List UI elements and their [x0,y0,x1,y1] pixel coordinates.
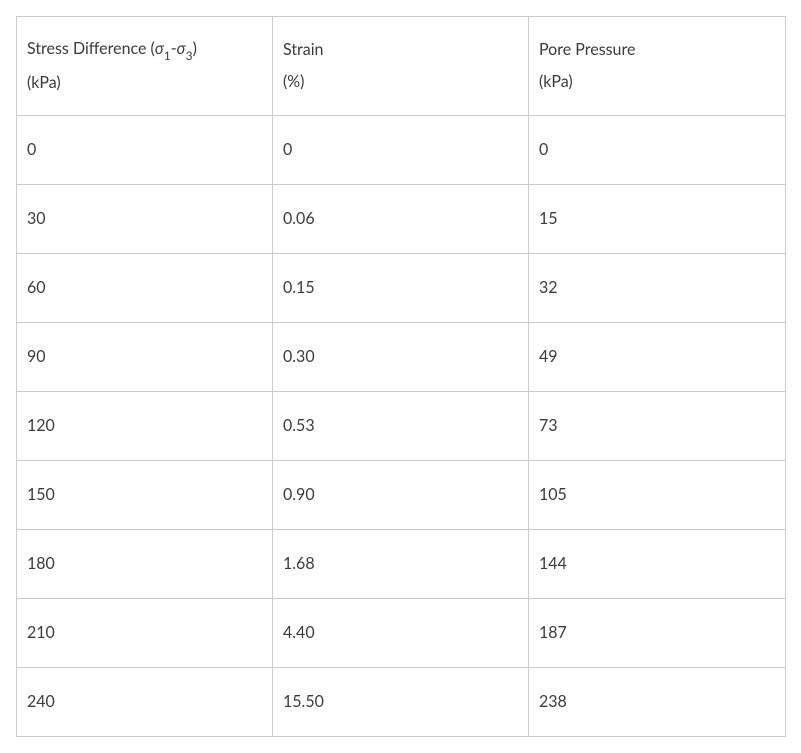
table-row: 1200.5373 [17,392,786,461]
header-text-stress-prefix: Stress Difference ( [27,39,155,58]
table-cell: 1.68 [273,530,529,599]
table-cell: 210 [17,599,273,668]
table-row: 300.0615 [17,185,786,254]
table-row: 1801.68144 [17,530,786,599]
table-cell: 187 [529,599,786,668]
cell-value: 1.68 [273,544,528,584]
table-cell: 73 [529,392,786,461]
table-cell: 32 [529,254,786,323]
table-cell: 120 [17,392,273,461]
cell-value: 15 [529,199,785,239]
cell-value: 0.90 [273,475,528,515]
header-unit-pore: (kPa) [539,70,775,94]
cell-value: 144 [529,544,785,584]
table-row: 1500.90105 [17,461,786,530]
cell-value: 0 [273,130,528,170]
stress-strain-table: Stress Difference (σ1-σ3) (kPa) Strain (… [16,16,786,737]
cell-value: 150 [17,475,272,515]
table-cell: 0 [17,116,273,185]
table-cell: 144 [529,530,786,599]
table-cell: 49 [529,323,786,392]
table-row: 2104.40187 [17,599,786,668]
header-label-stress: Stress Difference (σ1-σ3) [27,37,262,63]
cell-value: 73 [529,406,785,446]
header-cell-stress-difference: Stress Difference (σ1-σ3) (kPa) [17,17,273,116]
subscript-1: 1 [164,48,171,63]
cell-value: 105 [529,475,785,515]
table-cell: 0 [529,116,786,185]
cell-value: 0.30 [273,337,528,377]
table-row: 24015.50238 [17,668,786,737]
table-cell: 90 [17,323,273,392]
cell-value: 90 [17,337,272,377]
header-cell-pore-pressure: Pore Pressure (kPa) [529,17,786,116]
table-cell: 30 [17,185,273,254]
header-label-strain: Strain [283,38,518,62]
cell-value: 0 [17,130,272,170]
cell-value: 0 [529,130,785,170]
sigma-1-symbol: σ [155,39,164,58]
header-label-pore: Pore Pressure [539,38,775,62]
table-cell: 15 [529,185,786,254]
header-text-stress-close: ) [193,39,197,58]
cell-value: 120 [17,406,272,446]
table-cell: 4.40 [273,599,529,668]
subscript-3: 3 [186,48,193,63]
cell-value: 60 [17,268,272,308]
table-cell: 15.50 [273,668,529,737]
cell-value: 32 [529,268,785,308]
cell-value: 240 [17,682,272,722]
table-row: 000 [17,116,786,185]
sigma-2-symbol: σ [177,39,186,58]
header-cell-strain: Strain (%) [273,17,529,116]
cell-value: 15.50 [273,682,528,722]
cell-value: 187 [529,613,785,653]
cell-value: 180 [17,544,272,584]
cell-value: 0.15 [273,268,528,308]
cell-value: 49 [529,337,785,377]
table-cell: 150 [17,461,273,530]
header-unit-stress: (kPa) [27,71,262,95]
table-body: Stress Difference (σ1-σ3) (kPa) Strain (… [17,17,786,737]
table-cell: 105 [529,461,786,530]
table-row: 600.1532 [17,254,786,323]
cell-value: 0.06 [273,199,528,239]
table-cell: 0.06 [273,185,529,254]
table-row: 900.3049 [17,323,786,392]
cell-value: 30 [17,199,272,239]
header-unit-strain: (%) [283,70,518,94]
table-cell: 0.30 [273,323,529,392]
cell-value: 4.40 [273,613,528,653]
table-cell: 60 [17,254,273,323]
table-cell: 240 [17,668,273,737]
table-cell: 0 [273,116,529,185]
cell-value: 238 [529,682,785,722]
cell-value: 210 [17,613,272,653]
table-cell: 238 [529,668,786,737]
table-cell: 0.15 [273,254,529,323]
table-cell: 180 [17,530,273,599]
table-cell: 0.53 [273,392,529,461]
cell-value: 0.53 [273,406,528,446]
table-cell: 0.90 [273,461,529,530]
table-header-row: Stress Difference (σ1-σ3) (kPa) Strain (… [17,17,786,116]
